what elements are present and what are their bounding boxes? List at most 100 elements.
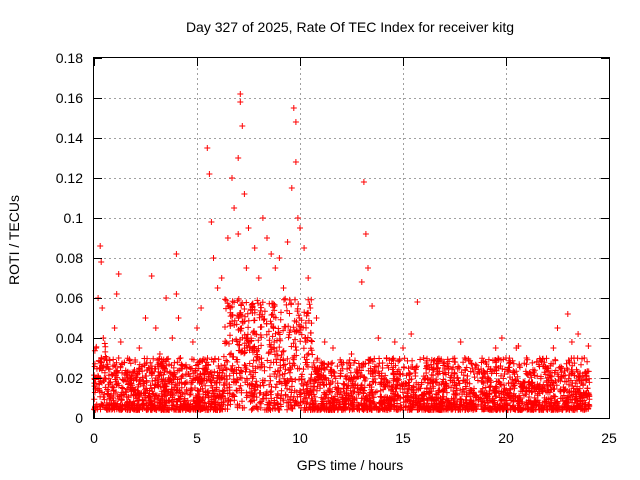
roti-band-point <box>132 386 139 393</box>
roti-point <box>585 343 592 349</box>
roti-band-point <box>579 392 585 399</box>
roti-band-point <box>189 386 195 393</box>
roti-band-point <box>424 355 430 362</box>
roti-band-point <box>481 399 488 406</box>
roti-band-point <box>238 387 245 394</box>
roti-band-point <box>204 389 211 396</box>
roti-band-point <box>430 357 437 364</box>
roti-point <box>101 375 108 381</box>
roti-band-point <box>511 371 518 378</box>
roti-band-point <box>367 365 374 372</box>
roti-band-point <box>490 395 497 402</box>
roti-band-point <box>318 359 325 366</box>
roti-point <box>358 279 365 285</box>
roti-band-point <box>529 359 536 366</box>
roti-band-point <box>188 377 195 384</box>
roti-band-point <box>125 406 131 413</box>
roti-band-point <box>377 379 384 386</box>
roti-band-point <box>165 407 172 413</box>
roti-band-point <box>362 360 369 367</box>
roti-band-point <box>271 351 278 358</box>
roti-band-point <box>237 374 244 381</box>
roti-band-point <box>380 386 387 393</box>
roti-band-point <box>434 371 441 378</box>
roti-band-point <box>224 358 231 365</box>
roti-band-point <box>310 386 317 393</box>
roti-band-point <box>309 401 316 408</box>
roti-band-point <box>265 407 271 413</box>
roti-point <box>173 251 180 257</box>
roti-band-point <box>249 363 256 370</box>
roti-band-point <box>341 405 347 412</box>
roti-point <box>241 191 248 197</box>
roti-band-point <box>396 356 403 362</box>
roti-point <box>362 231 369 237</box>
roti-band-point <box>229 353 236 360</box>
roti-band-point <box>455 407 462 413</box>
roti-band-point <box>459 386 466 393</box>
roti-band-point <box>512 377 519 383</box>
roti-band-point <box>263 395 270 402</box>
roti-band-point <box>552 367 559 374</box>
roti-band-point <box>182 379 189 386</box>
roti-band-point <box>386 395 393 401</box>
roti-band-point <box>261 316 268 322</box>
roti-band-point <box>268 321 275 327</box>
roti-band-point <box>237 382 244 389</box>
roti-band-point <box>298 389 304 396</box>
roti-band-point <box>328 407 335 413</box>
roti-band-point <box>410 398 417 404</box>
roti-band-point <box>545 368 551 375</box>
roti-band-point <box>101 396 108 403</box>
roti-band-point <box>350 402 357 409</box>
roti-point <box>210 255 217 261</box>
roti-band-point <box>331 373 338 380</box>
roti-band-point <box>114 367 121 374</box>
roti-band-point <box>241 318 248 325</box>
roti-band-point <box>512 393 519 400</box>
roti-band-point <box>422 375 429 382</box>
roti-point <box>98 259 105 265</box>
roti-band-point <box>351 374 358 380</box>
y-tick-labels: 0 0.02 0.04 0.06 0.08 0.1 0.12 0.14 0.16 0.18 <box>56 50 83 426</box>
roti-band-point <box>434 356 441 363</box>
roti-band-point <box>439 388 446 395</box>
roti-band-point <box>281 375 287 382</box>
roti-point <box>369 303 376 309</box>
roti-band-point <box>258 342 265 349</box>
roti-band-point <box>278 309 284 316</box>
roti-band-point <box>399 383 406 390</box>
roti-band-point <box>402 404 409 411</box>
roti-band-point <box>110 388 117 394</box>
roti-band-point <box>530 407 537 413</box>
roti-point <box>235 231 242 237</box>
roti-band-point <box>192 404 199 411</box>
roti-band-point <box>515 397 522 404</box>
roti-band-point <box>272 330 279 337</box>
y-tick-label: 0.06 <box>56 290 83 306</box>
roti-band-point <box>247 398 254 405</box>
y-axis-label: ROTI / TECUs <box>6 195 22 285</box>
roti-band-point <box>481 371 488 377</box>
roti-band-point <box>319 402 326 409</box>
roti-band-point <box>572 396 579 403</box>
roti-band-point <box>581 407 588 413</box>
roti-band-point <box>140 397 146 404</box>
roti-band-point <box>439 400 446 407</box>
roti-band-point <box>371 367 378 374</box>
roti-band-point <box>423 391 429 398</box>
roti-band-point <box>246 382 253 388</box>
roti-band-point <box>226 372 233 379</box>
roti-band-point <box>466 399 473 406</box>
roti-band-point <box>266 364 273 371</box>
roti-band-point <box>113 382 120 388</box>
roti-band-point <box>201 377 208 384</box>
roti-band-point <box>404 357 411 364</box>
roti-band-point <box>334 380 341 387</box>
roti-band-point <box>151 405 158 412</box>
roti-band-point <box>344 372 350 379</box>
roti-band-point <box>336 401 343 408</box>
roti-band-point <box>207 369 214 376</box>
roti-band-point <box>199 377 206 384</box>
roti-band-point <box>326 388 333 395</box>
